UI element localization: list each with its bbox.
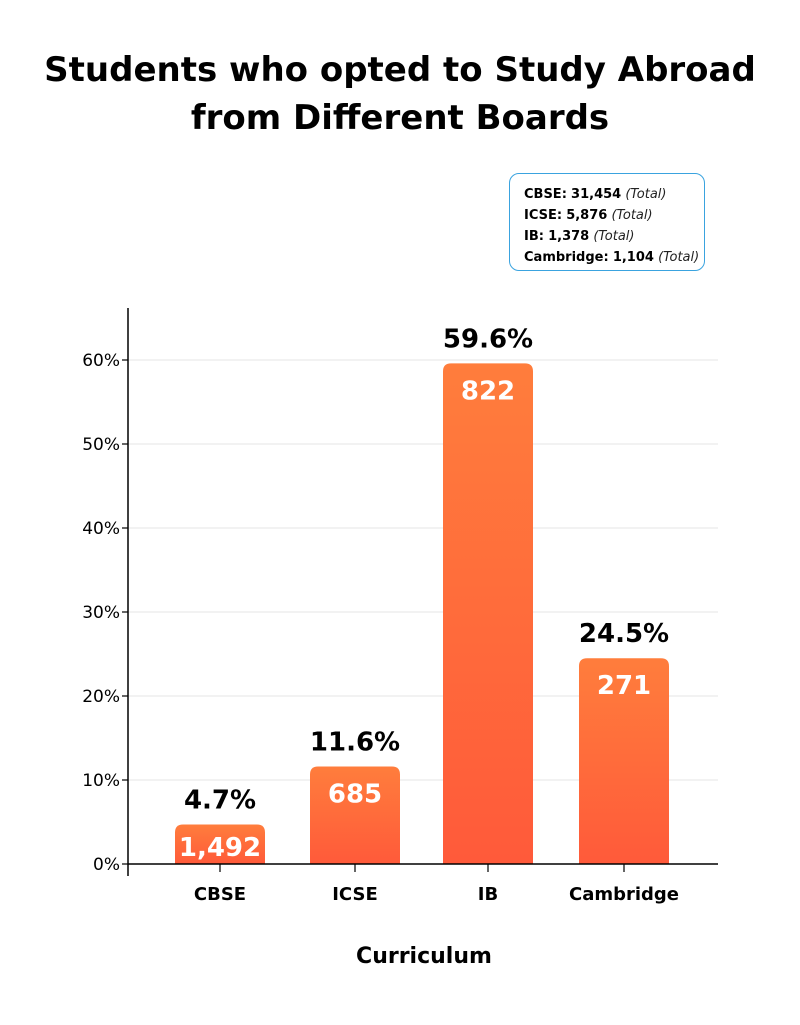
y-tick-label: 10% [82,771,120,791]
bar-count-label: 685 [328,780,382,810]
legend-item-cbse: CBSE: 31,454 (Total) [524,184,704,205]
legend-note: (Total) [611,208,653,223]
legend-value: 1,104 [612,250,654,265]
legend-note: (Total) [593,229,635,244]
bar-icse [310,766,400,864]
legend-value: 31,454 [571,187,622,202]
chart-title-line2: from Different Boards [190,98,610,138]
axes [122,308,718,876]
legend-note: (Total) [625,187,667,202]
bar-percent-label: 59.6% [443,324,533,354]
legend-item-cambridge: Cambridge: 1,104 (Total) [524,247,704,268]
legend-label: IB: [524,229,544,244]
bar-percent-label: 4.7% [184,786,256,816]
legend-item-ib: IB: 1,378 (Total) [524,226,704,247]
bar-count-label: 822 [461,376,515,406]
legend-item-icse: ICSE: 5,876 (Total) [524,205,704,226]
bar-count-label: 271 [597,671,651,701]
chart-title: Students who opted to Study Abroad from … [0,46,800,142]
chart-title-line1: Students who opted to Study Abroad [44,50,756,90]
bars [175,363,669,864]
legend-label: CBSE: [524,187,567,202]
x-tick-label: IB [478,884,498,905]
labels: 0% 10% 20% 30% 40% 50% 60% CBSE 4.7% 1,492 ICSE 11.… [82,324,679,905]
bar-percent-label: 24.5% [579,619,669,649]
bar-cambridge [579,658,669,864]
y-tick-label: 40% [82,519,120,539]
y-tick-label: 50% [82,435,120,455]
legend-box: CBSE: 31,454 (Total) ICSE: 5,876 (Total)… [509,173,705,271]
bar-count-label: 1,492 [179,833,261,863]
y-tick-label: 60% [82,351,120,371]
legend-label: Cambridge: [524,250,609,265]
y-tick-label: 20% [82,687,120,707]
x-tick-label: CBSE [194,884,246,905]
legend-note: (Total) [658,250,700,265]
x-tick-label: Cambridge [569,884,679,905]
bar-percent-label: 11.6% [310,728,400,758]
legend-value: 5,876 [566,208,608,223]
bar-cbse [175,824,265,864]
y-tick-label: 0% [93,855,120,875]
bar-ib [443,363,533,864]
legend-value: 1,378 [548,229,590,244]
y-tick-label: 30% [82,603,120,623]
x-axis-title: Curriculum [356,944,492,969]
x-tick-label: ICSE [332,884,378,905]
legend-label: ICSE: [524,208,563,223]
grid-lines [128,359,718,781]
